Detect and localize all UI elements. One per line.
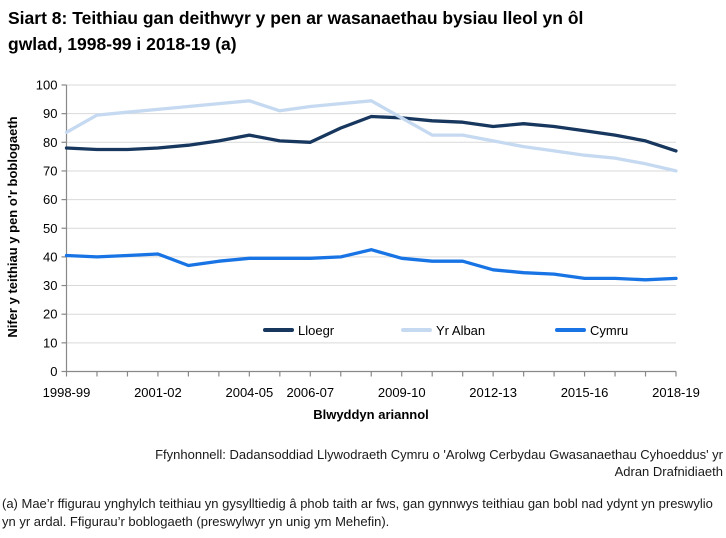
- legend-label-yr-alban: Yr Alban: [436, 322, 486, 338]
- x-axis-title: Blwyddyn ariannol: [313, 407, 429, 422]
- series-line-lloegr: [64, 114, 678, 153]
- legend-swatch-yr-alban: [401, 328, 432, 332]
- y-axis-tick-label: 60: [43, 192, 57, 207]
- legend-swatch-lloegr: [263, 328, 294, 332]
- y-axis-title: Nifer y teithiau y pen o'r boblogaeth: [5, 116, 20, 338]
- y-axis-tick-label: 10: [43, 335, 57, 350]
- y-axis-tick-label: 20: [43, 307, 57, 322]
- y-axis-tick-label: 90: [43, 106, 57, 121]
- y-axis-tick-label: 30: [43, 278, 57, 293]
- source-note: Ffynhonnell: Dadansoddiad Llywodraeth Cy…: [0, 446, 723, 480]
- series-line-cymru: [64, 248, 678, 282]
- y-axis-tick-label: 70: [43, 163, 57, 178]
- chart-title: Siart 8: Teithiau gan deithwyr y pen ar …: [8, 8, 584, 54]
- x-axis-tick-label: 2012-13: [469, 385, 517, 400]
- legend-swatch-cymru: [555, 328, 586, 332]
- source-line-1: Ffynhonnell: Dadansoddiad Llywodraeth Cy…: [155, 447, 723, 462]
- legend-label-lloegr: Lloegr: [298, 322, 335, 338]
- y-axis-tick-label: 40: [43, 249, 57, 264]
- y-axis-tick-label: 0: [50, 364, 57, 379]
- x-axis-tick-label: 2018-19: [652, 385, 700, 400]
- source-line-2: Adran Drafnidiaeth: [614, 464, 723, 479]
- y-axis-tick-label: 50: [43, 221, 57, 236]
- legend-item-lloegr: Lloegr: [263, 322, 334, 338]
- legend-label-cymru: Cymru: [590, 322, 629, 338]
- x-axis-tick-label: 1998-99: [43, 385, 91, 400]
- x-axis-tick-label: 2004-05: [225, 385, 273, 400]
- x-axis-tick-label: 2015-16: [561, 385, 609, 400]
- y-axis-tick-label: 100: [36, 78, 58, 93]
- line-chart: 0 10 20 30 40 50 60 70 80 90 100 1998-99 2001-02 2004…: [36, 78, 700, 401]
- footnote: (a) Mae’r ffigurau ynghylch teithiau yn …: [2, 496, 713, 529]
- x-axis-tick-label: 2006-07: [286, 385, 334, 400]
- x-axis-tick-label: 2001-02: [134, 385, 182, 400]
- x-axis-tick-label: 2009-10: [378, 385, 426, 400]
- legend-item-yr-alban: Yr Alban: [401, 322, 485, 338]
- y-axis-tick-label: 80: [43, 135, 57, 150]
- legend-item-cymru: Cymru: [555, 322, 628, 338]
- series-line-yr-alban: [64, 99, 678, 173]
